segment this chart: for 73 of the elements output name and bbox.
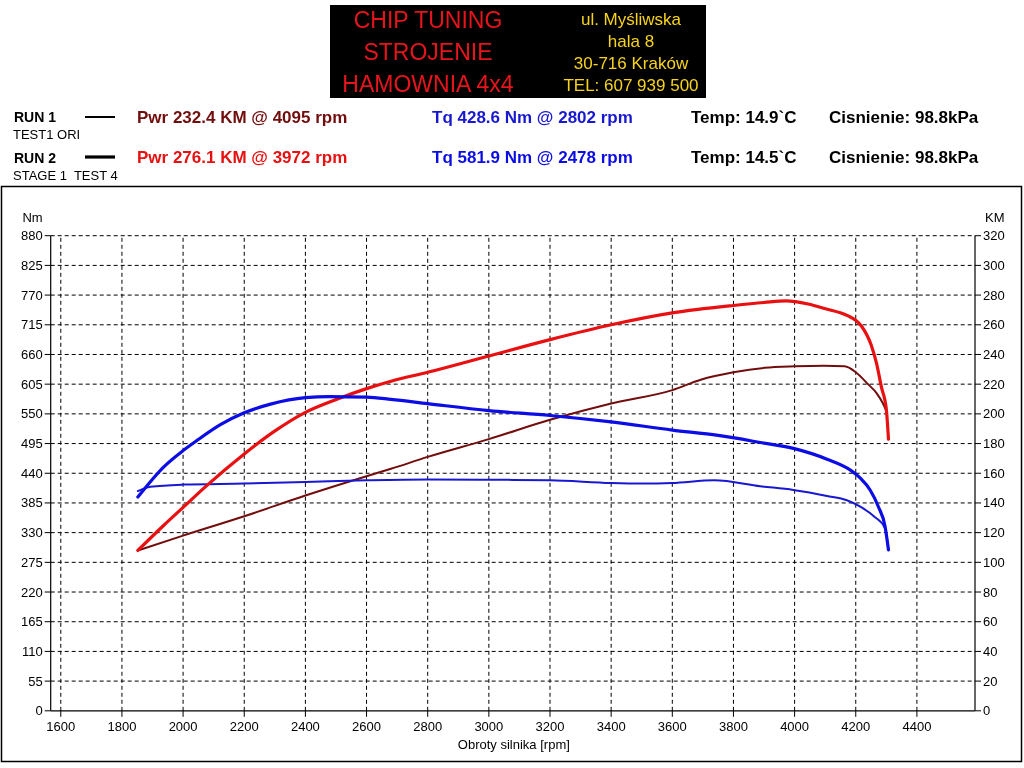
y-tick-label: 55 [28, 673, 43, 689]
y-tick-label: 275 [21, 554, 43, 570]
x-tick-label: 3800 [718, 718, 748, 734]
text: Tq 428.6 Nm @ 2802 rpm [432, 108, 633, 127]
y2-tick-label: 180 [983, 436, 1005, 452]
y2-tick-label: 120 [983, 525, 1005, 541]
y2-tick-label: 160 [983, 465, 1005, 481]
text: Temp: 14.5`C [691, 148, 797, 167]
text: RUN 2 [14, 150, 57, 166]
y-tick-label: 220 [21, 584, 43, 600]
y-tick-label: 880 [21, 228, 43, 244]
y-tick-label: 440 [21, 465, 43, 481]
y-tick-label: 165 [21, 614, 43, 630]
y2-tick-label: 220 [983, 376, 1005, 392]
x-axis-title: Obroty silnika [rpm] [457, 736, 570, 752]
x-tick-label: 3600 [657, 718, 687, 734]
text: HAMOWNIA 4x4 [342, 71, 514, 97]
text: STAGE 1 TEST 4 [13, 168, 118, 183]
x-tick-label: 2200 [229, 718, 259, 734]
y-tick-label: 495 [21, 436, 43, 452]
y-tick-label: 770 [21, 287, 43, 303]
text: Tq 581.9 Nm @ 2478 rpm [432, 148, 633, 167]
x-tick-label: 2000 [168, 718, 198, 734]
y-axis-title: Nm [22, 209, 43, 225]
x-tick-label: 3200 [535, 718, 565, 734]
y2-tick-label: 240 [983, 347, 1005, 363]
text: hala 8 [607, 32, 655, 51]
y2-tick-label: 60 [983, 614, 998, 630]
text: STROJENIE [363, 39, 493, 65]
x-tick-label: 4200 [841, 718, 871, 734]
text: Temp: 14.9`C [691, 108, 797, 127]
y-tick-label: 825 [21, 257, 43, 273]
y-tick-label: 110 [21, 643, 43, 659]
x-tick-label: 2800 [413, 718, 443, 734]
text: CHIP TUNING [353, 7, 503, 33]
text: TEST1 ORI [13, 127, 81, 142]
x-tick-label: 3000 [474, 718, 504, 734]
y2-tick-label: 80 [983, 584, 998, 600]
text: ul. Myśliwska [580, 10, 682, 29]
x-tick-label: 1600 [46, 718, 76, 734]
y-tick-label: 330 [21, 525, 43, 541]
y2-tick-label: 280 [983, 287, 1005, 303]
text: Cisnienie: 98.8kPa [829, 108, 979, 127]
y2-tick-label: 300 [983, 257, 1005, 273]
y2-axis-title: KM [985, 209, 1005, 225]
y2-tick-label: 20 [983, 673, 998, 689]
y2-tick-label: 100 [983, 554, 1005, 570]
text: TEL: 607 939 500 [563, 76, 699, 95]
text: RUN 1 [14, 109, 57, 125]
line-series [136, 299, 891, 553]
y2-tick-label: 320 [983, 228, 1005, 244]
y2-tick-label: 40 [983, 643, 998, 659]
y-tick-label: 385 [21, 495, 43, 511]
y2-tick-label: 140 [983, 495, 1005, 511]
text: Cisnienie: 98.8kPa [829, 148, 979, 167]
x-tick-label: 2600 [352, 718, 382, 734]
x-tick-label: 2400 [290, 718, 320, 734]
y-tick-label: 660 [21, 347, 43, 363]
y2-tick-label: 200 [983, 406, 1005, 422]
text: 30-716 Kraków [573, 54, 689, 73]
x-tick-label: 4000 [780, 718, 810, 734]
x-tick-label: 1800 [107, 718, 137, 734]
y2-tick-label: 0 [983, 703, 991, 719]
line-series [136, 395, 891, 552]
y-tick-label: 0 [35, 703, 43, 719]
x-tick-label: 4400 [902, 718, 932, 734]
y-tick-label: 605 [21, 376, 43, 392]
y-tick-label: 550 [21, 406, 43, 422]
x-tick-label: 3400 [596, 718, 626, 734]
text: Pwr 276.1 KM @ 3972 rpm [137, 148, 348, 167]
y-tick-label: 715 [21, 317, 43, 333]
y2-tick-label: 260 [983, 317, 1005, 333]
text: Pwr 232.4 KM @ 4095 rpm [137, 108, 348, 127]
